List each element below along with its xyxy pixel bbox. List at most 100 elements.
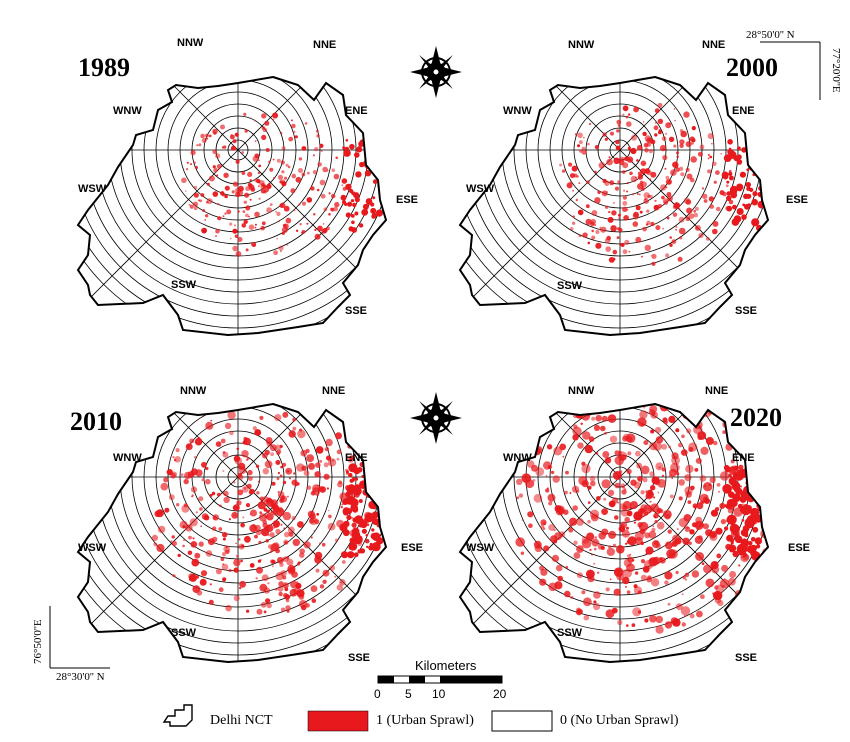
sprawl-patch — [739, 551, 743, 556]
sprawl-patch — [641, 187, 645, 191]
sprawl-patch — [643, 192, 650, 199]
sprawl-patch — [648, 149, 653, 154]
dir-label-sse: SSE — [735, 305, 757, 317]
sprawl-patch — [578, 149, 583, 153]
sprawl-patch — [259, 415, 264, 420]
sprawl-patch — [732, 493, 741, 502]
sprawl-patch — [304, 122, 308, 125]
sprawl-patch — [248, 215, 250, 218]
sprawl-patch — [179, 520, 188, 529]
dir-label-ene: ENE — [732, 105, 755, 117]
sprawl-patch — [270, 511, 273, 514]
sprawl-patch — [720, 152, 723, 155]
sprawl-patch — [705, 494, 708, 498]
sprawl-patch — [248, 184, 255, 191]
sprawl-patch — [618, 525, 626, 533]
sprawl-patch — [319, 179, 326, 186]
sprawl-patch — [721, 564, 729, 572]
sprawl-patch — [740, 540, 747, 546]
sprawl-patch — [627, 113, 631, 116]
sprawl-patch — [595, 452, 599, 455]
sprawl-patch — [684, 615, 686, 617]
sprawl-patch — [721, 171, 729, 179]
sprawl-patch — [742, 474, 746, 478]
sprawl-patch — [648, 530, 657, 539]
sprawl-patch — [741, 432, 749, 440]
sprawl-patch — [574, 133, 578, 136]
sprawl-patch — [594, 145, 599, 150]
sprawl-patch — [364, 170, 372, 177]
sprawl-patch — [206, 198, 213, 205]
sprawl-patch — [301, 465, 307, 471]
sprawl-patch — [705, 578, 715, 588]
sprawl-patch — [744, 533, 749, 538]
sprawl-patch — [632, 213, 640, 220]
dir-label-ese: ESE — [786, 194, 808, 206]
sprawl-patch — [651, 540, 660, 549]
sprawl-patch — [233, 558, 241, 567]
sprawl-patch — [345, 212, 351, 218]
sprawl-patch — [728, 577, 736, 586]
sprawl-patch — [310, 536, 313, 539]
sprawl-patch — [516, 478, 523, 485]
sprawl-patch — [681, 593, 684, 596]
dir-label-ssw: SSW — [171, 279, 197, 291]
sprawl-patch — [321, 228, 327, 234]
sprawl-patch — [661, 136, 667, 141]
sprawl-patch — [372, 475, 383, 485]
sprawl-patch — [728, 544, 737, 553]
sprawl-patch — [201, 138, 207, 143]
sprawl-patch — [703, 482, 713, 492]
sprawl-patch — [222, 451, 229, 458]
sprawl-patch — [222, 577, 227, 582]
sprawl-patch — [331, 193, 336, 199]
sprawl-patch — [276, 211, 281, 216]
sprawl-patch — [301, 146, 307, 151]
sprawl-patch — [238, 538, 241, 541]
sprawl-patch — [703, 484, 707, 488]
sprawl-patch — [254, 119, 257, 122]
sprawl-patch — [281, 170, 285, 174]
dir-label-ene: ENE — [345, 105, 368, 117]
year-label-2000: 2000 — [726, 53, 778, 82]
sprawl-patch — [569, 181, 573, 184]
sprawl-patch — [667, 602, 671, 606]
sprawl-patch — [627, 556, 634, 563]
sprawl-patch — [260, 189, 266, 194]
sprawl-patch — [709, 155, 713, 159]
urban-sprawl-layer — [559, 102, 766, 266]
sprawl-patch — [596, 496, 600, 500]
sprawl-patch — [679, 139, 685, 145]
sprawl-patch — [241, 544, 245, 548]
sprawl-patch — [672, 212, 678, 217]
sprawl-patch — [353, 534, 363, 545]
sprawl-patch — [561, 169, 566, 173]
sprawl-patch — [203, 514, 210, 521]
sprawl-patch — [664, 571, 673, 580]
scale-tick-20: 20 — [493, 687, 507, 701]
sprawl-patch — [199, 507, 203, 511]
sprawl-patch — [570, 227, 574, 231]
sprawl-patch — [272, 112, 279, 119]
sprawl-patch — [301, 229, 306, 234]
sprawl-patch — [257, 185, 260, 188]
sprawl-patch — [249, 563, 255, 568]
dir-label-ene: ENE — [732, 452, 755, 464]
sprawl-patch — [597, 544, 603, 550]
north-arrow-icon — [409, 391, 463, 445]
sprawl-patch — [688, 447, 694, 452]
sprawl-patch — [589, 548, 592, 551]
sprawl-patch — [633, 521, 636, 524]
sprawl-patch — [587, 142, 590, 146]
sprawl-patch — [745, 182, 751, 188]
sprawl-patch — [753, 154, 759, 161]
sprawl-patch — [644, 618, 649, 623]
sprawl-patch — [305, 603, 310, 608]
sprawl-patch — [729, 571, 737, 578]
sprawl-patch — [193, 192, 199, 198]
sprawl-patch — [285, 605, 291, 611]
sprawl-patch — [701, 562, 705, 565]
sprawl-patch — [767, 505, 768, 508]
sprawl-patch — [691, 570, 700, 578]
sprawl-patch — [640, 490, 645, 495]
